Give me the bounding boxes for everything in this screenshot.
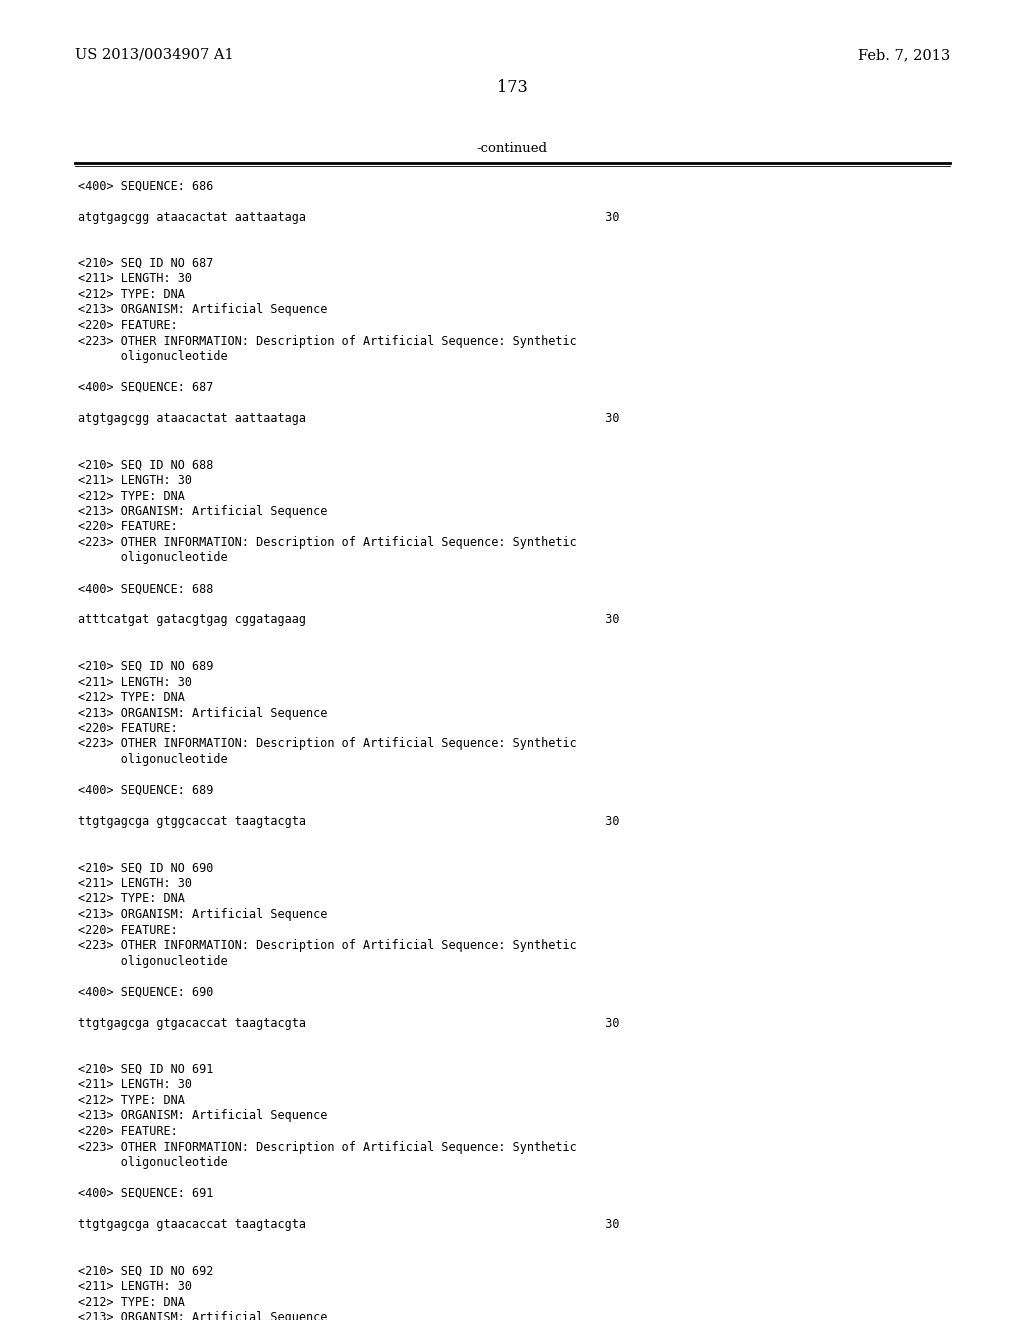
- Text: <210> SEQ ID NO 690: <210> SEQ ID NO 690: [78, 862, 213, 874]
- Text: <212> TYPE: DNA: <212> TYPE: DNA: [78, 288, 185, 301]
- Text: atgtgagcgg ataacactat aattaataga                                          30: atgtgagcgg ataacactat aattaataga 30: [78, 412, 620, 425]
- Text: <213> ORGANISM: Artificial Sequence: <213> ORGANISM: Artificial Sequence: [78, 506, 328, 517]
- Text: <220> FEATURE:: <220> FEATURE:: [78, 319, 178, 333]
- Text: <211> LENGTH: 30: <211> LENGTH: 30: [78, 474, 193, 487]
- Text: <210> SEQ ID NO 692: <210> SEQ ID NO 692: [78, 1265, 213, 1278]
- Text: <210> SEQ ID NO 689: <210> SEQ ID NO 689: [78, 660, 213, 673]
- Text: <400> SEQUENCE: 687: <400> SEQUENCE: 687: [78, 381, 213, 393]
- Text: <400> SEQUENCE: 691: <400> SEQUENCE: 691: [78, 1187, 213, 1200]
- Text: ttgtgagcga gtaacaccat taagtacgta                                          30: ttgtgagcga gtaacaccat taagtacgta 30: [78, 1218, 620, 1232]
- Text: <213> ORGANISM: Artificial Sequence: <213> ORGANISM: Artificial Sequence: [78, 1311, 328, 1320]
- Text: <223> OTHER INFORMATION: Description of Artificial Sequence: Synthetic: <223> OTHER INFORMATION: Description of …: [78, 738, 577, 751]
- Text: <212> TYPE: DNA: <212> TYPE: DNA: [78, 490, 185, 503]
- Text: <211> LENGTH: 30: <211> LENGTH: 30: [78, 1078, 193, 1092]
- Text: <213> ORGANISM: Artificial Sequence: <213> ORGANISM: Artificial Sequence: [78, 706, 328, 719]
- Text: <212> TYPE: DNA: <212> TYPE: DNA: [78, 1094, 185, 1107]
- Text: <400> SEQUENCE: 689: <400> SEQUENCE: 689: [78, 784, 213, 797]
- Text: <220> FEATURE:: <220> FEATURE:: [78, 722, 178, 735]
- Text: <212> TYPE: DNA: <212> TYPE: DNA: [78, 1295, 185, 1308]
- Text: <400> SEQUENCE: 688: <400> SEQUENCE: 688: [78, 582, 213, 595]
- Text: <212> TYPE: DNA: <212> TYPE: DNA: [78, 690, 185, 704]
- Text: US 2013/0034907 A1: US 2013/0034907 A1: [75, 48, 233, 62]
- Text: -continued: -continued: [476, 141, 548, 154]
- Text: Feb. 7, 2013: Feb. 7, 2013: [858, 48, 950, 62]
- Text: <210> SEQ ID NO 688: <210> SEQ ID NO 688: [78, 458, 213, 471]
- Text: <211> LENGTH: 30: <211> LENGTH: 30: [78, 876, 193, 890]
- Text: ttgtgagcga gtggcaccat taagtacgta                                          30: ttgtgagcga gtggcaccat taagtacgta 30: [78, 814, 620, 828]
- Text: oligonucleotide: oligonucleotide: [78, 552, 227, 565]
- Text: <223> OTHER INFORMATION: Description of Artificial Sequence: Synthetic: <223> OTHER INFORMATION: Description of …: [78, 1140, 577, 1154]
- Text: oligonucleotide: oligonucleotide: [78, 954, 227, 968]
- Text: <220> FEATURE:: <220> FEATURE:: [78, 924, 178, 936]
- Text: oligonucleotide: oligonucleotide: [78, 1156, 227, 1170]
- Text: oligonucleotide: oligonucleotide: [78, 752, 227, 766]
- Text: atttcatgat gatacgtgag cggatagaag                                          30: atttcatgat gatacgtgag cggatagaag 30: [78, 614, 620, 627]
- Text: 173: 173: [497, 79, 527, 96]
- Text: <223> OTHER INFORMATION: Description of Artificial Sequence: Synthetic: <223> OTHER INFORMATION: Description of …: [78, 939, 577, 952]
- Text: <213> ORGANISM: Artificial Sequence: <213> ORGANISM: Artificial Sequence: [78, 908, 328, 921]
- Text: <223> OTHER INFORMATION: Description of Artificial Sequence: Synthetic: <223> OTHER INFORMATION: Description of …: [78, 536, 577, 549]
- Text: <213> ORGANISM: Artificial Sequence: <213> ORGANISM: Artificial Sequence: [78, 304, 328, 317]
- Text: ttgtgagcga gtgacaccat taagtacgta                                          30: ttgtgagcga gtgacaccat taagtacgta 30: [78, 1016, 620, 1030]
- Text: <210> SEQ ID NO 691: <210> SEQ ID NO 691: [78, 1063, 213, 1076]
- Text: atgtgagcgg ataacactat aattaataga                                          30: atgtgagcgg ataacactat aattaataga 30: [78, 210, 620, 223]
- Text: <220> FEATURE:: <220> FEATURE:: [78, 1125, 178, 1138]
- Text: <213> ORGANISM: Artificial Sequence: <213> ORGANISM: Artificial Sequence: [78, 1110, 328, 1122]
- Text: <223> OTHER INFORMATION: Description of Artificial Sequence: Synthetic: <223> OTHER INFORMATION: Description of …: [78, 334, 577, 347]
- Text: oligonucleotide: oligonucleotide: [78, 350, 227, 363]
- Text: <400> SEQUENCE: 686: <400> SEQUENCE: 686: [78, 180, 213, 193]
- Text: <400> SEQUENCE: 690: <400> SEQUENCE: 690: [78, 986, 213, 998]
- Text: <211> LENGTH: 30: <211> LENGTH: 30: [78, 272, 193, 285]
- Text: <220> FEATURE:: <220> FEATURE:: [78, 520, 178, 533]
- Text: <212> TYPE: DNA: <212> TYPE: DNA: [78, 892, 185, 906]
- Text: <211> LENGTH: 30: <211> LENGTH: 30: [78, 676, 193, 689]
- Text: <211> LENGTH: 30: <211> LENGTH: 30: [78, 1280, 193, 1294]
- Text: <210> SEQ ID NO 687: <210> SEQ ID NO 687: [78, 257, 213, 271]
